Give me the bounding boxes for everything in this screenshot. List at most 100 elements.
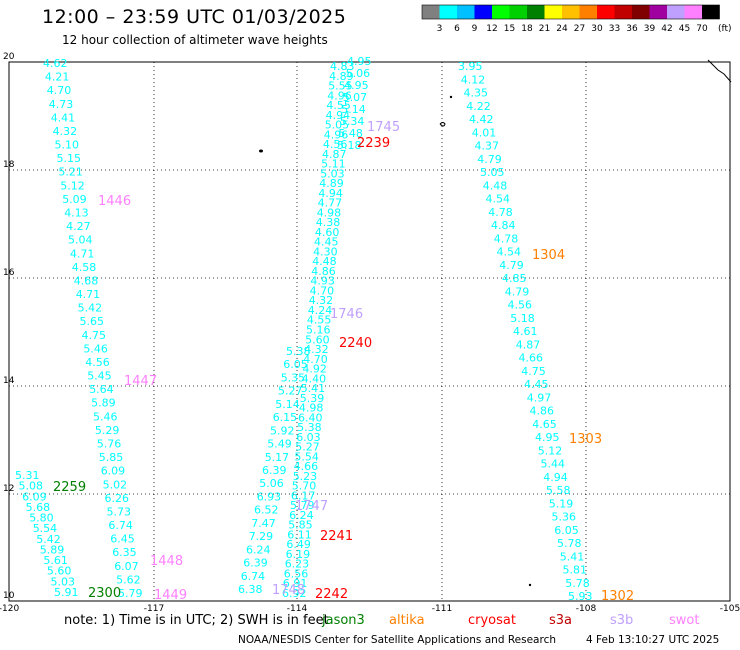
lat-label: 14 [3, 376, 15, 386]
island-marker [528, 583, 532, 587]
wave-height-value: 5.16 [306, 324, 331, 337]
wave-height-value: 5.27 [278, 385, 303, 398]
wave-height-value: 5.54 [33, 522, 58, 535]
wave-height-value: 5.41 [560, 550, 585, 563]
satellite-legend-cryosat: cryosat [468, 613, 516, 628]
lon-label: -114 [287, 604, 308, 614]
wave-height-value: 4.70 [303, 353, 328, 366]
legend-label: 45 [679, 24, 690, 34]
wave-height-value: 4.45 [524, 378, 549, 391]
legend-label: 15 [504, 24, 515, 34]
wave-height-value: 6.15 [273, 411, 298, 424]
wave-height-value: 5.85 [99, 451, 124, 464]
legend-swatch [579, 5, 597, 19]
wave-height-value: 5.12 [538, 444, 563, 457]
wave-height-value: 7.47 [251, 517, 275, 530]
wave-height-value: 4.66 [294, 460, 319, 473]
legend-swatch [562, 5, 580, 19]
wave-height-value: 6.49 [286, 538, 311, 551]
wave-height-value: 5.65 [80, 315, 105, 328]
wave-height-value: 6.11 [287, 528, 312, 541]
island-marker [259, 149, 263, 153]
wave-height-value: 5.58 [546, 484, 571, 497]
wave-height-value: 5.73 [107, 506, 132, 519]
wave-height-value: 5.70 [292, 480, 317, 493]
wave-height-value: 4.22 [466, 100, 491, 113]
wave-height-value: 5.04 [68, 234, 93, 247]
wave-height-value: 4.70 [47, 84, 72, 97]
wave-height-value: 6.38 [238, 583, 263, 596]
legend-swatch [509, 5, 527, 19]
wave-height-value: 5.79 [290, 499, 315, 512]
wave-height-value: 4.98 [317, 206, 342, 219]
wave-height-value: 6.56 [284, 568, 309, 581]
wave-height-value: 4.45 [314, 236, 339, 249]
wave-height-value: 5.61 [43, 554, 68, 567]
wave-height-value: 6.09 [22, 490, 46, 503]
lon-label: -108 [576, 604, 597, 614]
wave-height-value: 6.03 [296, 431, 321, 444]
wave-height-value: 4.68 [74, 274, 99, 287]
wave-height-value: 5.60 [47, 565, 72, 578]
wave-height-value: 5.14 [341, 103, 366, 116]
wave-height-value: 5.60 [305, 333, 330, 346]
wave-height-value: 7.29 [249, 530, 274, 543]
satellite-legend-altika: altika [389, 613, 425, 628]
wave-height-value: 6.09 [101, 465, 126, 478]
legend-swatch [632, 5, 650, 19]
lat-label: 18 [3, 160, 15, 170]
pass-time-label: 2300 [88, 586, 121, 601]
legend-label: 18 [521, 24, 533, 34]
wave-height-value: 4.58 [72, 261, 97, 274]
wave-height-value: 5.46 [83, 342, 108, 355]
wave-height-value: 5.17 [265, 451, 290, 464]
wave-height-value: 6.05 [554, 524, 579, 537]
wave-height-value: 5.18 [510, 312, 535, 325]
wave-height-value: 5.15 [57, 152, 82, 165]
wave-height-value: 4.86 [530, 405, 555, 418]
pass-time-label: 1302 [601, 589, 634, 604]
wave-height-value: 5.05 [480, 166, 505, 179]
wave-height-value: 4.54 [486, 193, 511, 206]
wave-height-value: 5.06 [259, 477, 284, 490]
wave-height-value: 5.18 [337, 139, 362, 152]
wave-height-value: 6.92 [282, 587, 307, 600]
wave-height-value: 4.55 [326, 99, 351, 112]
wave-height-value: 4.94 [318, 187, 343, 200]
legend-label: 24 [556, 24, 568, 34]
lat-label: 16 [3, 268, 15, 278]
pass-time-label: 2242 [315, 587, 348, 602]
map-subtitle: 12 hour collection of altimeter wave hei… [62, 33, 328, 47]
wave-height-value: 5.03 [320, 167, 345, 180]
wave-height-value: 5.62 [116, 573, 141, 586]
wave-height-value: 4.75 [521, 365, 546, 378]
wave-height-value: 4.61 [513, 325, 538, 338]
wave-height-value: 4.70 [310, 285, 335, 298]
wave-height-value: 4.98 [299, 402, 324, 415]
wave-height-value: 5.06 [346, 67, 371, 80]
legend-swatch [439, 5, 457, 19]
lon-label: -111 [432, 604, 452, 614]
wave-height-value: 4.77 [318, 197, 343, 210]
wave-height-value: 4.92 [302, 363, 327, 376]
wave-height-value: 5.39 [300, 392, 325, 405]
legend-label: 42 [661, 24, 672, 34]
pass-time-label: 1746 [330, 307, 363, 322]
wave-height-value: 4.79 [477, 153, 502, 166]
legend-swatch [474, 5, 492, 19]
wave-height-value: 5.42 [78, 302, 103, 315]
wave-height-value: 4.54 [497, 246, 522, 259]
wave-height-value: 5.64 [89, 383, 114, 396]
legend-label: 39 [644, 24, 656, 34]
wave-height-value: 4.73 [49, 98, 74, 111]
wave-height-value: 5.44 [541, 458, 566, 471]
legend-label: 21 [539, 24, 550, 34]
wave-height-value: 4.83 [330, 60, 355, 73]
legend-swatch [649, 5, 667, 19]
wave-height-value: 4.94 [543, 471, 568, 484]
map-grid [9, 62, 730, 601]
wave-height-value: 4.71 [70, 247, 95, 260]
wave-height-value: 5.14 [275, 398, 300, 411]
pass-time-label: 1447 [124, 374, 157, 389]
legend-label: 12 [486, 24, 497, 34]
